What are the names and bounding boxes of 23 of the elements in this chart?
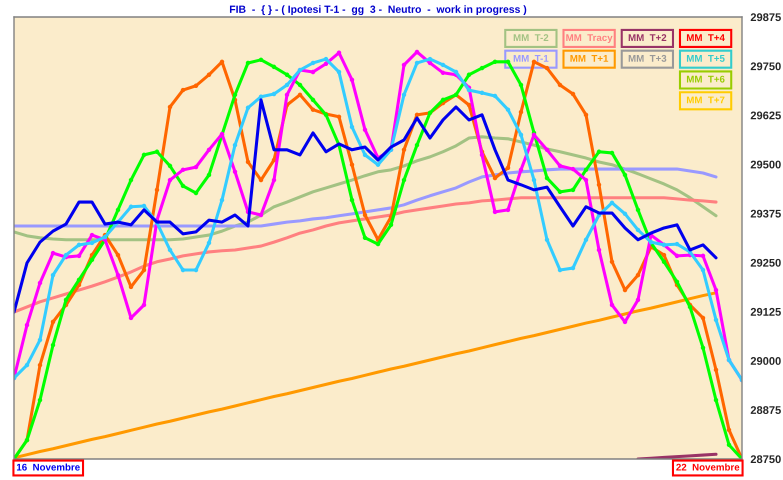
text: 16 Novembre <box>16 463 80 471</box>
text: MM T-2 <box>514 34 548 41</box>
text: MM T+2 <box>628 34 666 41</box>
text: MM T+1 <box>570 55 608 62</box>
legend-label: MM T+3 <box>628 54 666 62</box>
y-tick-label: 29500 <box>750 160 781 168</box>
y-tick-label: 29375 <box>750 210 781 218</box>
y-tick-label: 29250 <box>750 258 781 267</box>
legend-label: MM T+4 <box>686 34 725 41</box>
text: MM T-1 <box>514 55 548 62</box>
text: MM Tracy <box>566 34 613 43</box>
y-tick-label: 28875 <box>750 406 781 414</box>
legend-label: MM T+5 <box>686 55 725 62</box>
y-tick-label: 29875 <box>750 13 781 22</box>
y-tick-label: 29750 <box>750 62 781 70</box>
legend-label: MM T+7 <box>686 96 724 104</box>
y-tick-label: 29625 <box>750 111 781 120</box>
y-tick-label: 28750 <box>750 455 781 464</box>
y-tick-label: 29125 <box>750 308 781 316</box>
chart-title: FIB - { } - ( Ipotesi T-1 - gg 3 - Neutro - work in progress ) <box>230 5 526 16</box>
legend-label: MM T+6 <box>686 76 725 83</box>
y-tick-label: 29000 <box>750 357 781 365</box>
text: 22 Novembre <box>676 463 740 471</box>
